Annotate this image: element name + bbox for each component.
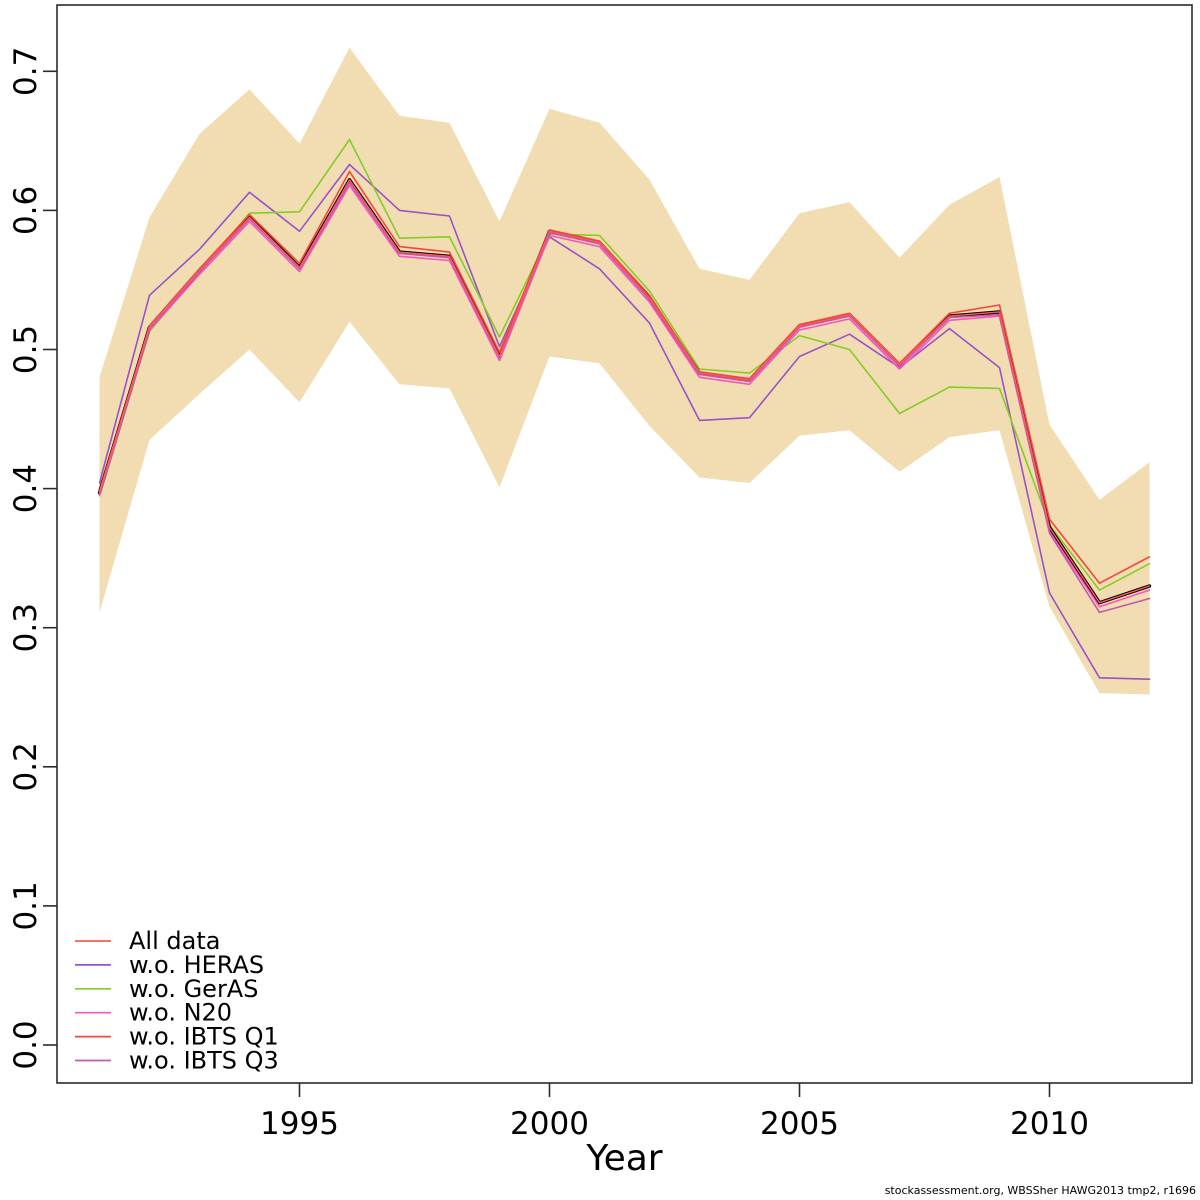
- series-line-all-data: [98, 179, 1151, 604]
- confidence-band: [99, 47, 1150, 695]
- y-axis-tick-label: 0.4: [8, 464, 44, 513]
- x-axis-tick-label: 2005: [760, 1106, 839, 1142]
- y-axis-tick-label: 0.5: [8, 325, 44, 374]
- plot-border: [56, 4, 1193, 1084]
- y-axis-tick-label: 0.7: [8, 47, 44, 96]
- legend-item-label: w.o. N20: [129, 999, 232, 1027]
- x-axis-title: Year: [585, 1138, 662, 1179]
- y-axis-tick-label: 0.6: [8, 186, 44, 235]
- series-line-wo-n20: [98, 184, 1151, 608]
- series-line-wo-ibts-q1: [98, 170, 1151, 585]
- legend-item-label: w.o. HERAS: [129, 951, 264, 979]
- legend-item-label: All data: [129, 927, 220, 955]
- legend-item-label: w.o. IBTS Q1: [129, 1023, 279, 1051]
- y-axis-tick-label: 0.3: [8, 603, 44, 652]
- y-axis-tick-label: 0.2: [8, 742, 44, 791]
- x-axis-tick-label: 2010: [1010, 1106, 1089, 1142]
- y-axis-tick-label: 0.0: [8, 1020, 44, 1069]
- series-line-wo-geras: [98, 138, 1151, 591]
- y-axis-tick-label: 0.1: [8, 881, 44, 930]
- legend-item-label: w.o. GerAS: [129, 975, 258, 1003]
- footer-credit: stockassessment.org, WBSSher HAWG2013 tm…: [884, 1184, 1196, 1197]
- series-line-wo-ibts-q3: [98, 181, 1151, 614]
- x-axis-tick-label: 2000: [510, 1106, 589, 1142]
- x-axis-tick-label: 1995: [260, 1106, 339, 1142]
- legend-item-label: w.o. IBTS Q3: [129, 1047, 279, 1075]
